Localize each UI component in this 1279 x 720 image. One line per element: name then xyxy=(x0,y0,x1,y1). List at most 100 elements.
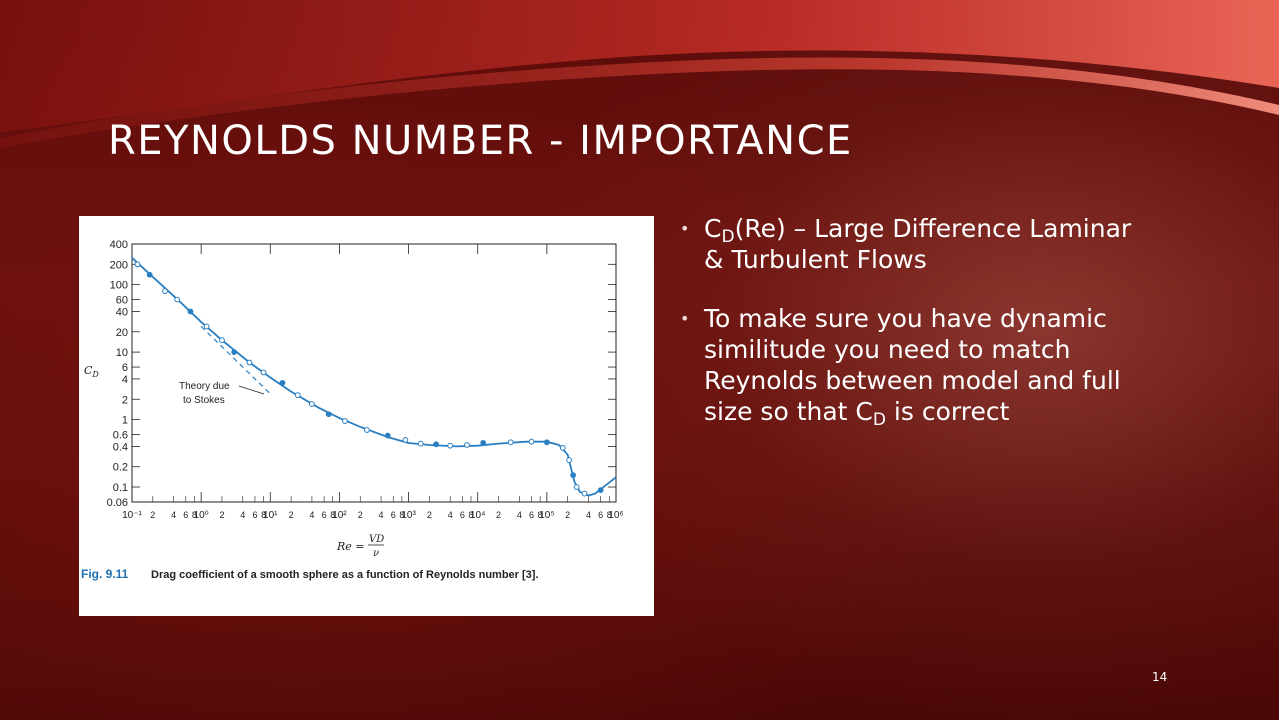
x-tick-label: 10¹ xyxy=(263,510,278,521)
data-point xyxy=(507,439,514,446)
y-tick-label: 2 xyxy=(122,394,128,406)
y-tick-label: 4 xyxy=(122,374,128,386)
y-tick-label: 20 xyxy=(116,327,128,339)
data-point xyxy=(260,369,267,376)
x-minor-tick-label: 2 xyxy=(150,510,155,520)
data-point xyxy=(402,436,409,443)
x-minor-tick-label: 2 xyxy=(496,510,501,520)
x-tick-label: 10² xyxy=(332,510,347,521)
data-point xyxy=(433,441,439,448)
x-minor-tick-label: 4 xyxy=(240,510,245,520)
x-minor-tick-label: 8 xyxy=(261,510,266,520)
data-point xyxy=(364,427,370,433)
x-minor-tick-label: 2 xyxy=(427,510,432,520)
x-minor-tick-label: 4 xyxy=(517,510,522,520)
x-minor-tick-label: 6 xyxy=(322,510,327,520)
data-point xyxy=(187,308,194,315)
x-tick-label: 10⁰ xyxy=(194,510,209,521)
x-minor-tick-label: 4 xyxy=(309,510,314,520)
x-minor-tick-label: 2 xyxy=(289,510,294,520)
data-point xyxy=(597,487,604,494)
x-tick-label: 10⁵ xyxy=(539,510,554,521)
x-minor-tick-label: 8 xyxy=(469,510,474,520)
drag-curve-line xyxy=(131,257,617,497)
x-axis-label: Re = VD ν xyxy=(336,534,384,559)
data-point xyxy=(573,484,580,490)
data-point xyxy=(384,432,391,439)
y-tick-label: 1 xyxy=(122,415,128,427)
bullet-item-similitude: To make sure you have dynamic similitude… xyxy=(680,303,1150,429)
x-minor-tick-label: 8 xyxy=(538,510,543,520)
x-minor-tick-label: 6 xyxy=(529,510,534,520)
data-point xyxy=(325,411,332,418)
x-tick-label: 10⁶ xyxy=(608,510,623,521)
x-minor-tick-label: 6 xyxy=(391,510,396,520)
y-tick-label: 100 xyxy=(110,280,128,292)
data-point xyxy=(231,349,238,355)
data-point xyxy=(464,442,470,448)
data-point xyxy=(246,359,253,366)
data-point xyxy=(294,392,301,399)
data-point xyxy=(566,457,573,464)
x-minor-tick-label: 8 xyxy=(192,510,197,520)
y-axis-label: CD xyxy=(84,364,99,379)
chart-series xyxy=(131,257,617,497)
stokes-theory-line xyxy=(200,325,271,395)
x-minor-tick-label: 6 xyxy=(252,510,257,520)
x-minor-tick-label: 2 xyxy=(219,510,224,520)
y-tick-label: 0.06 xyxy=(107,497,128,509)
bullet-list: CD(Re) – Large Difference Laminar & Turb… xyxy=(680,213,1150,455)
x-minor-tick-label: 6 xyxy=(598,510,603,520)
y-tick-label: 6 xyxy=(122,362,128,374)
data-point xyxy=(309,401,315,407)
data-point xyxy=(279,379,286,386)
x-minor-tick-label: 4 xyxy=(171,510,176,520)
x-minor-tick-label: 8 xyxy=(607,510,612,520)
drag-coefficient-figure: 400 200 100 60 40 20 10 6 4 2 1 0.6 0.4 0.2 0.1 0.06 10… xyxy=(79,216,654,616)
page-number: 14 xyxy=(1152,670,1168,684)
x-tick-label: 10⁻¹ xyxy=(122,510,142,521)
x-tick-label: 10³ xyxy=(401,510,416,521)
data-point xyxy=(570,472,577,479)
y-tick-label: 400 xyxy=(110,239,128,251)
y-tick-label: 0.6 xyxy=(113,430,128,442)
annotation-line-2: to Stokes xyxy=(183,395,225,406)
data-point xyxy=(203,323,210,330)
bullet-item-cd-re: CD(Re) – Large Difference Laminar & Turb… xyxy=(680,213,1150,275)
data-point xyxy=(342,418,348,424)
slide-title: Reynolds Number - Importance xyxy=(108,118,853,164)
data-point xyxy=(219,337,225,344)
y-tick-label: 60 xyxy=(116,295,128,307)
chart-markers xyxy=(134,261,604,497)
decorative-swoosh xyxy=(0,0,1279,148)
x-minor-tick-label: 2 xyxy=(565,510,570,520)
data-point xyxy=(543,439,550,446)
data-point xyxy=(174,296,181,303)
svg-text:VD: VD xyxy=(369,534,384,545)
figure-caption-text: Drag coefficient of a smooth sphere as a… xyxy=(151,569,539,581)
x-minor-tick-label: 4 xyxy=(586,510,591,520)
data-point xyxy=(528,438,535,445)
plot-frame xyxy=(131,243,617,503)
y-tick-label: 10 xyxy=(116,347,128,359)
data-point xyxy=(581,490,588,497)
annotation-line-1: Theory due xyxy=(179,381,230,392)
figure-caption-label: Fig. 9.11 xyxy=(81,567,129,581)
plot-border xyxy=(131,243,617,503)
x-minor-tick-label: 6 xyxy=(460,510,465,520)
x-minor-tick-label: 6 xyxy=(183,510,188,520)
y-tick-label: 200 xyxy=(110,259,128,271)
data-point xyxy=(480,440,487,446)
svg-text:ν: ν xyxy=(373,548,379,559)
data-point xyxy=(134,261,141,268)
data-point xyxy=(417,440,424,447)
data-point xyxy=(146,271,153,278)
y-tick-label: 0.4 xyxy=(113,441,128,453)
svg-text:Re =: Re = xyxy=(336,540,365,553)
y-tick-label: 40 xyxy=(116,306,128,318)
data-point xyxy=(447,442,454,449)
y-tick-label: 0.2 xyxy=(113,462,128,474)
